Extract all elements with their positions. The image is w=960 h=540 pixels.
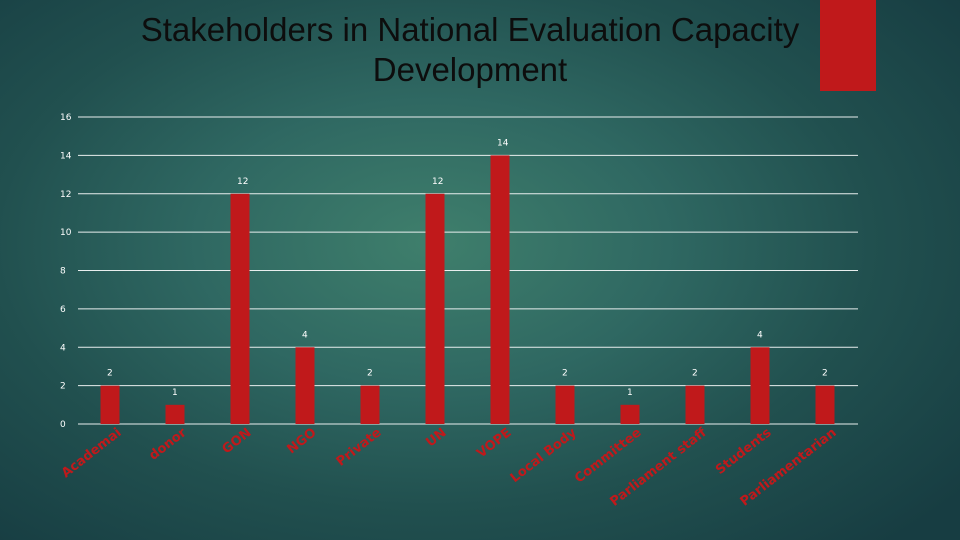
data-label: 12	[432, 177, 443, 187]
y-tick-label: 16	[60, 113, 72, 123]
y-tick-label: 4	[60, 343, 66, 353]
y-tick-label: 8	[60, 267, 66, 277]
bar	[295, 347, 315, 424]
bar	[620, 404, 640, 424]
data-label: 2	[107, 369, 113, 379]
category-label: Private	[334, 425, 385, 469]
data-label: 1	[627, 388, 633, 398]
data-label: 2	[562, 369, 568, 379]
bar	[685, 385, 705, 424]
category-label: Academai	[59, 425, 125, 481]
y-tick-label: 14	[60, 151, 72, 161]
bar	[230, 193, 250, 424]
slide-title: Stakeholders in National Evaluation Capa…	[140, 11, 800, 88]
data-label: 2	[822, 369, 828, 379]
category-label: Local Body	[508, 425, 580, 486]
y-tick-label: 6	[60, 305, 66, 315]
y-axis-ticks: 0 2 4 6 8 10 12 14 16	[60, 113, 72, 430]
bar	[425, 193, 445, 424]
bar	[750, 347, 770, 424]
category-label: NGO	[285, 425, 320, 457]
data-label: 4	[757, 330, 763, 340]
bar	[555, 385, 575, 424]
bar	[100, 385, 120, 424]
category-label: VOPE	[474, 425, 514, 461]
y-tick-label: 10	[60, 228, 72, 238]
gridlines	[78, 116, 858, 425]
bar	[815, 385, 835, 424]
bar	[165, 404, 185, 424]
data-label: 4	[302, 330, 308, 340]
category-label: GON	[220, 425, 255, 457]
data-label: 1	[172, 388, 178, 398]
bar	[360, 385, 380, 424]
y-tick-label: 2	[60, 382, 66, 392]
bar	[490, 155, 510, 424]
bars	[100, 155, 835, 424]
data-label: 12	[237, 177, 248, 187]
data-label: 2	[367, 369, 373, 379]
title-accent-bar	[820, 0, 876, 91]
category-label: Students	[713, 425, 775, 478]
y-tick-label: 12	[60, 190, 71, 200]
data-label: 2	[692, 369, 698, 379]
category-label: UN	[423, 425, 449, 450]
y-tick-label: 0	[60, 420, 66, 430]
data-label: 14	[497, 138, 509, 148]
category-label: donor	[146, 425, 189, 464]
